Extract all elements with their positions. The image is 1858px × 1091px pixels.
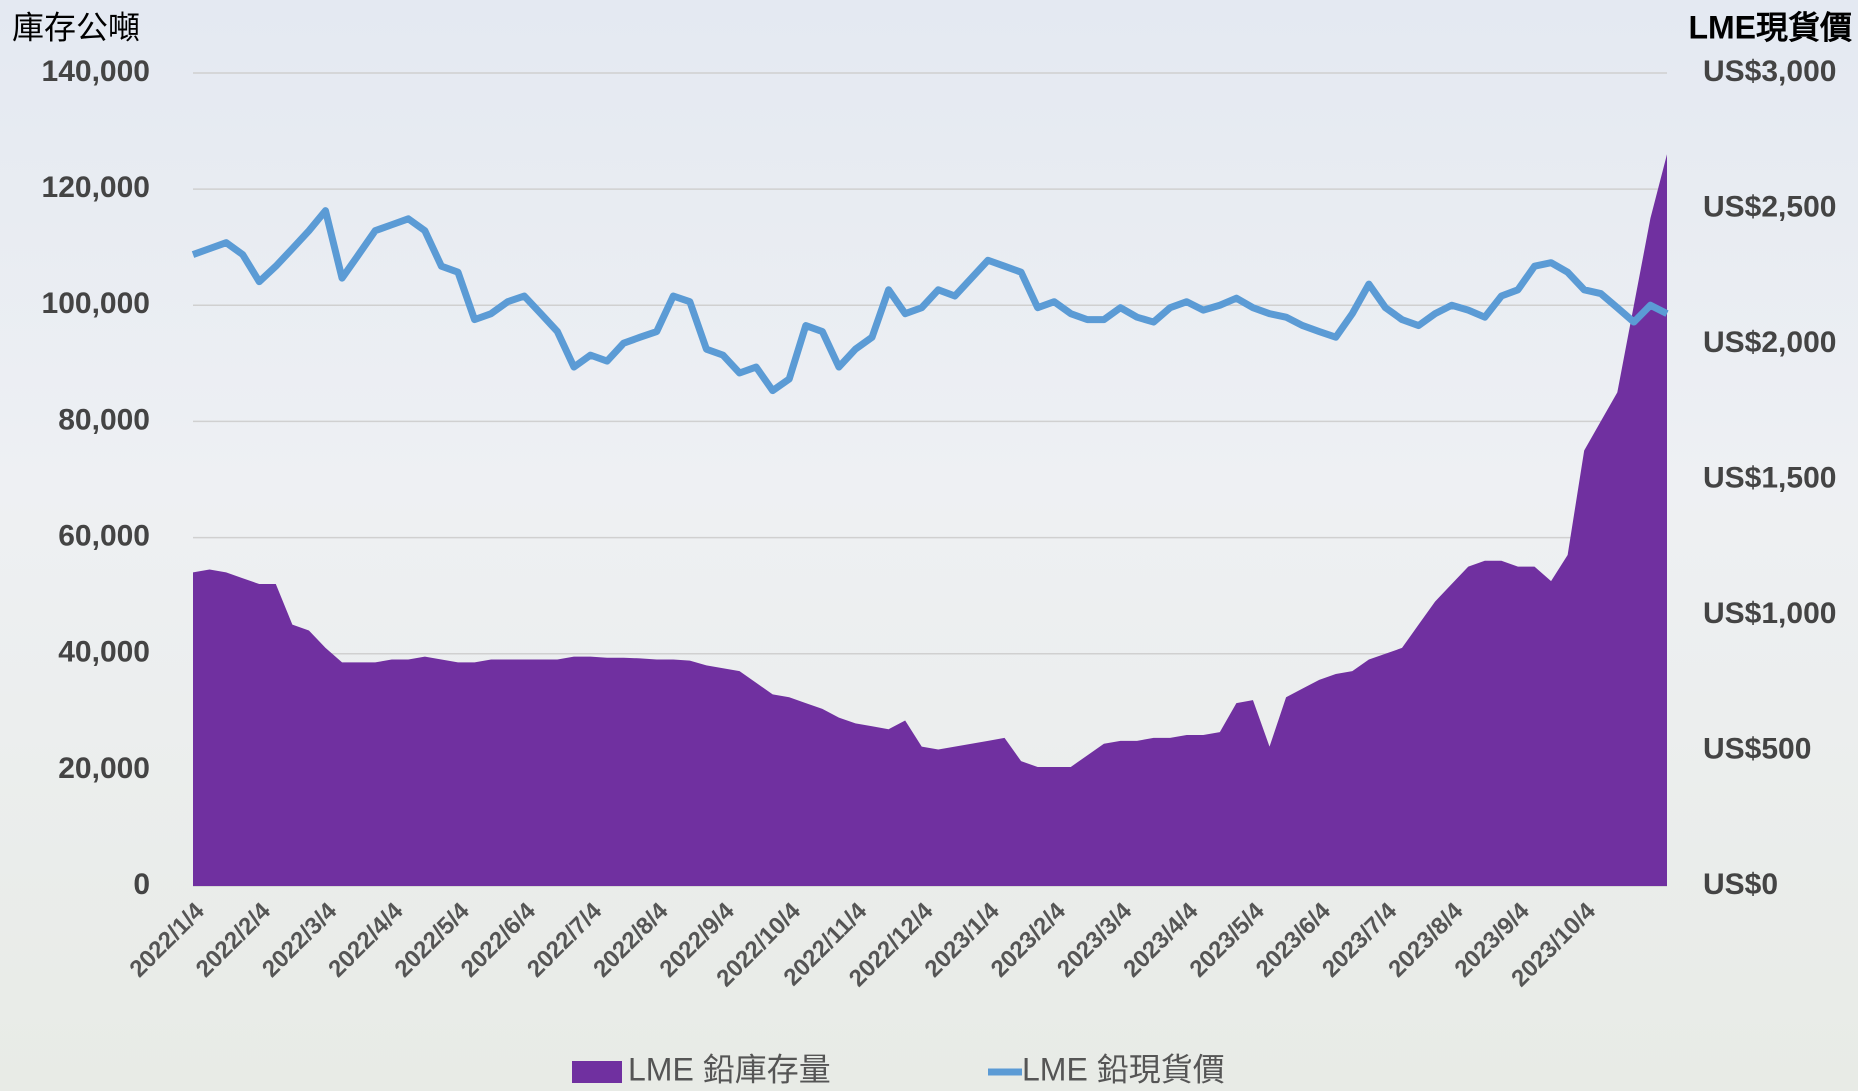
y2-tick-label: US$0 [1703,868,1778,901]
y-tick-label: 80,000 [58,403,150,436]
line [191,207,1669,395]
area [193,154,1667,887]
y-tick-label: 100,000 [42,287,150,320]
y2-tick-label: US$2,000 [1703,326,1836,359]
y2-axis-title: LME現貨價 [1688,9,1853,45]
legend-swatch [572,1061,622,1083]
y2-tick-label: US$500 [1703,732,1811,765]
y2-tick-label: US$1,000 [1703,597,1836,630]
y-tick-label: 60,000 [58,519,150,552]
y-tick-label: 140,000 [42,55,150,88]
y-tick-label: 20,000 [58,752,150,785]
y-tick-label: 120,000 [42,171,150,204]
legend-label: LME 鉛現貨價 [1022,1051,1225,1087]
y-axis-title: 庫存公噸 [12,9,140,45]
y-tick-label: 0 [133,868,150,901]
y2-tick-label: US$3,000 [1703,55,1836,88]
legend-label: LME 鉛庫存量 [628,1051,831,1087]
y-tick-label: 40,000 [58,636,150,669]
y2-tick-label: US$2,500 [1703,190,1836,223]
y2-tick-label: US$1,500 [1703,461,1836,494]
